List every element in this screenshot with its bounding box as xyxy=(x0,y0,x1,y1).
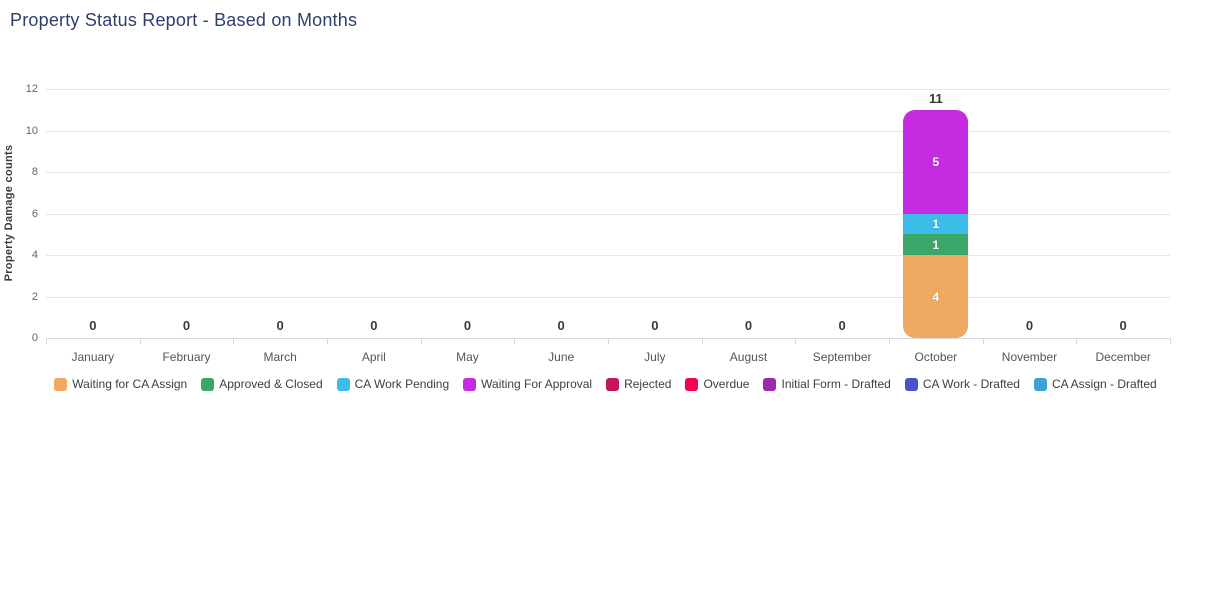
x-axis-tick xyxy=(420,338,422,344)
legend-item[interactable]: CA Work - Drafted xyxy=(904,377,1020,391)
x-axis-label: September xyxy=(812,350,872,364)
x-axis-label: July xyxy=(644,350,666,364)
y-axis-tick-label: 6 xyxy=(31,207,38,220)
legend-item[interactable]: Waiting For Approval xyxy=(463,377,592,391)
total-label: 0 xyxy=(276,318,284,333)
legend-swatch-icon xyxy=(763,377,777,391)
x-axis-tick xyxy=(608,338,609,344)
bar-segment-label: 1 xyxy=(932,216,940,231)
total-label: 0 xyxy=(370,318,378,333)
legend-item[interactable]: Overdue xyxy=(685,377,749,391)
total-label: 0 xyxy=(1025,318,1034,333)
x-axis-tick xyxy=(795,338,797,344)
legend-label: Overdue xyxy=(703,377,750,391)
x-axis-label: April xyxy=(361,350,386,364)
legend-swatch-icon xyxy=(904,377,918,391)
x-axis-label: November xyxy=(1001,350,1058,364)
y-axis-tick-label: 8 xyxy=(31,166,38,178)
x-axis-tick xyxy=(514,338,516,344)
bar-segment-label: 5 xyxy=(932,154,940,169)
x-axis-tick xyxy=(46,338,47,344)
total-label: 0 xyxy=(1119,318,1127,333)
legend-label: Waiting for CA Assign xyxy=(72,377,188,391)
legend-item[interactable]: Waiting for CA Assign xyxy=(54,377,187,391)
x-axis-label: August xyxy=(729,350,768,364)
legend-item[interactable]: Rejected xyxy=(606,377,671,391)
y-axis-tick-label: 12 xyxy=(25,83,38,95)
legend-swatch-icon xyxy=(1033,377,1047,391)
page-title: Property Status Report - Based on Months xyxy=(10,10,358,30)
x-axis-label: October xyxy=(914,350,958,364)
legend-swatch-icon xyxy=(463,377,477,391)
x-axis-tick xyxy=(233,338,235,344)
gridline xyxy=(46,255,1170,256)
x-axis-label: January xyxy=(71,350,115,364)
x-axis-label: May xyxy=(456,350,479,364)
bar-segment[interactable]: 4 xyxy=(903,255,969,338)
x-axis-tick xyxy=(982,338,984,344)
x-axis-tick xyxy=(1170,338,1171,344)
legend-item[interactable]: Approved & Closed xyxy=(201,377,323,391)
total-label: 0 xyxy=(463,318,472,333)
gridline xyxy=(46,89,1170,90)
x-axis-label: March xyxy=(263,350,297,364)
stack-total-label: 11 xyxy=(928,90,943,106)
legend-label: CA Work Pending xyxy=(354,377,450,391)
x-axis-label: February xyxy=(162,350,211,364)
legend-swatch-icon xyxy=(201,377,215,391)
legend: Waiting for CA Assign Approved & Closed CA… xyxy=(0,377,1211,391)
bar-segment-label: 1 xyxy=(932,237,940,252)
x-axis-tick xyxy=(889,338,890,344)
legend-item[interactable]: CA Work Pending xyxy=(336,377,450,391)
total-label: 0 xyxy=(744,318,753,333)
total-label: 0 xyxy=(838,318,846,333)
bar-segment[interactable]: 1 xyxy=(903,213,969,235)
bar-segment-label: 4 xyxy=(932,289,940,304)
x-axis-tick xyxy=(139,338,141,344)
legend-label: CA Assign - Drafted xyxy=(1051,377,1157,391)
legend-swatch-icon xyxy=(606,377,620,391)
y-axis-tick-label: 4 xyxy=(31,249,38,261)
y-axis-tick-label: 10 xyxy=(25,124,38,137)
total-label: 0 xyxy=(89,318,97,333)
legend-label: Approved & Closed xyxy=(219,377,323,391)
x-axis-label: June xyxy=(548,350,575,364)
legend-item[interactable]: Initial Form - Drafted xyxy=(763,377,891,391)
gridline xyxy=(46,130,1170,132)
total-label: 0 xyxy=(182,318,191,333)
legend-item[interactable]: CA Assign - Drafted xyxy=(1033,377,1157,391)
legend-label: Initial Form - Drafted xyxy=(781,377,891,391)
legend-label: Waiting For Approval xyxy=(481,377,593,391)
total-label: 0 xyxy=(651,318,659,333)
x-axis-tick xyxy=(701,338,703,344)
x-axis-label: December xyxy=(1095,350,1151,364)
x-axis-tick xyxy=(327,338,328,344)
bar-segment[interactable]: 1 xyxy=(903,234,969,255)
total-label: 0 xyxy=(557,318,565,333)
x-axis-tick xyxy=(1076,338,1078,344)
legend-swatch-icon xyxy=(54,377,68,391)
legend-swatch-icon xyxy=(685,377,699,391)
legend-swatch-icon xyxy=(336,377,350,391)
gridline xyxy=(46,172,1170,173)
bar-segment[interactable]: 5 xyxy=(903,109,969,214)
gridline xyxy=(46,296,1170,298)
y-axis-tick-label: 0 xyxy=(31,332,38,344)
legend-label: Rejected xyxy=(624,377,672,391)
legend-label: CA Work - Drafted xyxy=(922,377,1020,391)
gridline xyxy=(46,213,1170,215)
y-axis-tick-label: 2 xyxy=(31,290,38,303)
